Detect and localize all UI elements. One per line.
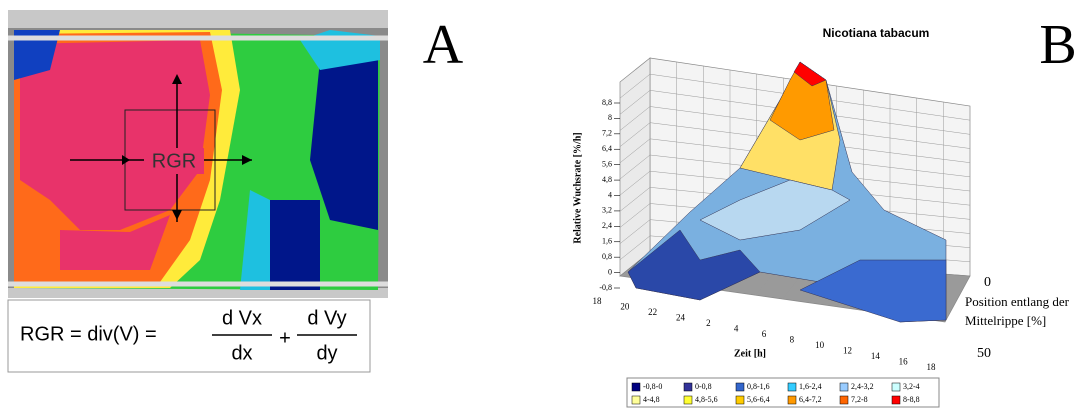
- y-axis-label: Relative Wuchsrate [%/h]: [572, 132, 583, 243]
- x-tick-label: 16: [899, 357, 909, 367]
- y-tick-label: 1,6: [602, 237, 612, 246]
- y-tick-label: 0: [608, 267, 612, 276]
- y-tick-label: 4,8: [602, 175, 612, 184]
- x-tick-label: 18: [927, 362, 937, 372]
- x-tick-label: 10: [815, 340, 825, 350]
- x-axis-label: Zeit [h]: [734, 348, 766, 359]
- chart-title: Nicotiana tabacum: [823, 26, 930, 40]
- grid-line: [619, 219, 651, 244]
- legend-label: 6,4-7,2: [799, 395, 822, 404]
- numerator: d Vx: [222, 307, 262, 329]
- grid-line: [619, 203, 651, 228]
- formula-box: [7, 299, 371, 373]
- grid-line: [619, 187, 651, 212]
- legend-swatch: [735, 382, 745, 392]
- grid-line: [619, 90, 651, 115]
- x-tick-label: 2: [706, 318, 711, 328]
- formula-lhs: RGR = div(V) =: [20, 323, 157, 345]
- legend-label: 4-4,8: [643, 395, 660, 404]
- y-tick-label: 2,4: [602, 221, 612, 230]
- grid-line: [619, 235, 651, 261]
- x-tick-label: 8: [790, 335, 795, 345]
- grid-line: [619, 106, 651, 131]
- grid-line: [619, 154, 651, 180]
- legend-swatch: [735, 395, 745, 405]
- surface: [627, 61, 947, 323]
- grid-line: [619, 73, 651, 99]
- legend-swatch: [683, 395, 693, 405]
- depth-tick-label: 0: [984, 275, 991, 290]
- x-tick-label: 22: [648, 307, 657, 317]
- panel-label: A: [423, 14, 464, 76]
- numerator: d Vy: [307, 307, 346, 329]
- legend-swatch: [891, 382, 901, 392]
- legend-label: 2,4-3,2: [851, 382, 874, 391]
- x-tick-label: 4: [734, 324, 739, 334]
- leaf-image: [8, 10, 388, 298]
- x-tick-label: 12: [843, 346, 852, 356]
- legend: [626, 377, 940, 408]
- legend-label: 4,8-5,6: [695, 395, 718, 404]
- legend-swatch: [631, 382, 641, 392]
- x-tick-label: 18: [593, 296, 603, 306]
- legend-swatch: [787, 395, 797, 405]
- legend-label: 0-0,8: [695, 382, 712, 391]
- legend-swatch: [839, 395, 849, 405]
- x-tick-label: 6: [762, 329, 767, 339]
- grid-line: [619, 138, 651, 164]
- legend-label: -0,8-0: [643, 382, 662, 391]
- depth-axis-label: Position entlang der: [965, 294, 1070, 309]
- x-tick-label: 14: [871, 351, 881, 361]
- legend-swatch: [631, 395, 641, 405]
- y-tick-label: 0,8: [602, 252, 612, 261]
- legend-label: 5,6-6,4: [747, 395, 770, 404]
- legend-label: 8-8,8: [903, 395, 920, 404]
- legend-label: 0,8-1,6: [747, 382, 770, 391]
- panel-label: B: [1039, 14, 1076, 76]
- y-tick-label: 7,2: [602, 129, 612, 138]
- legend-swatch: [839, 382, 849, 392]
- y-tick-label: 8,8: [602, 98, 612, 107]
- y-tick-label: 4: [608, 190, 612, 199]
- legend-label: 7,2-8: [851, 395, 868, 404]
- x-tick-label: 24: [676, 313, 686, 323]
- y-tick-label: 8: [608, 113, 612, 122]
- depth-axis-label: Mittelrippe [%]: [965, 313, 1046, 328]
- grid-line: [619, 122, 651, 147]
- grid-line: [619, 170, 651, 196]
- y-tick-label: 3,2: [602, 206, 612, 215]
- denominator: dy: [316, 342, 337, 364]
- x-tick-label: 20: [620, 302, 630, 312]
- operator: +: [279, 327, 291, 349]
- legend-label: 1,6-2,4: [799, 382, 822, 391]
- legend-swatch: [683, 382, 693, 392]
- depth-tick-label: 50: [977, 346, 991, 361]
- y-tick-label: -0,8: [599, 283, 612, 292]
- rgr-label: RGR: [152, 150, 196, 172]
- legend-swatch: [891, 395, 901, 405]
- legend-swatch: [787, 382, 797, 392]
- y-tick-label: 5,6: [602, 159, 612, 168]
- legend-label: 3,2-4: [903, 382, 920, 391]
- denominator: dx: [231, 342, 252, 364]
- y-tick-label: 6,4: [602, 144, 612, 153]
